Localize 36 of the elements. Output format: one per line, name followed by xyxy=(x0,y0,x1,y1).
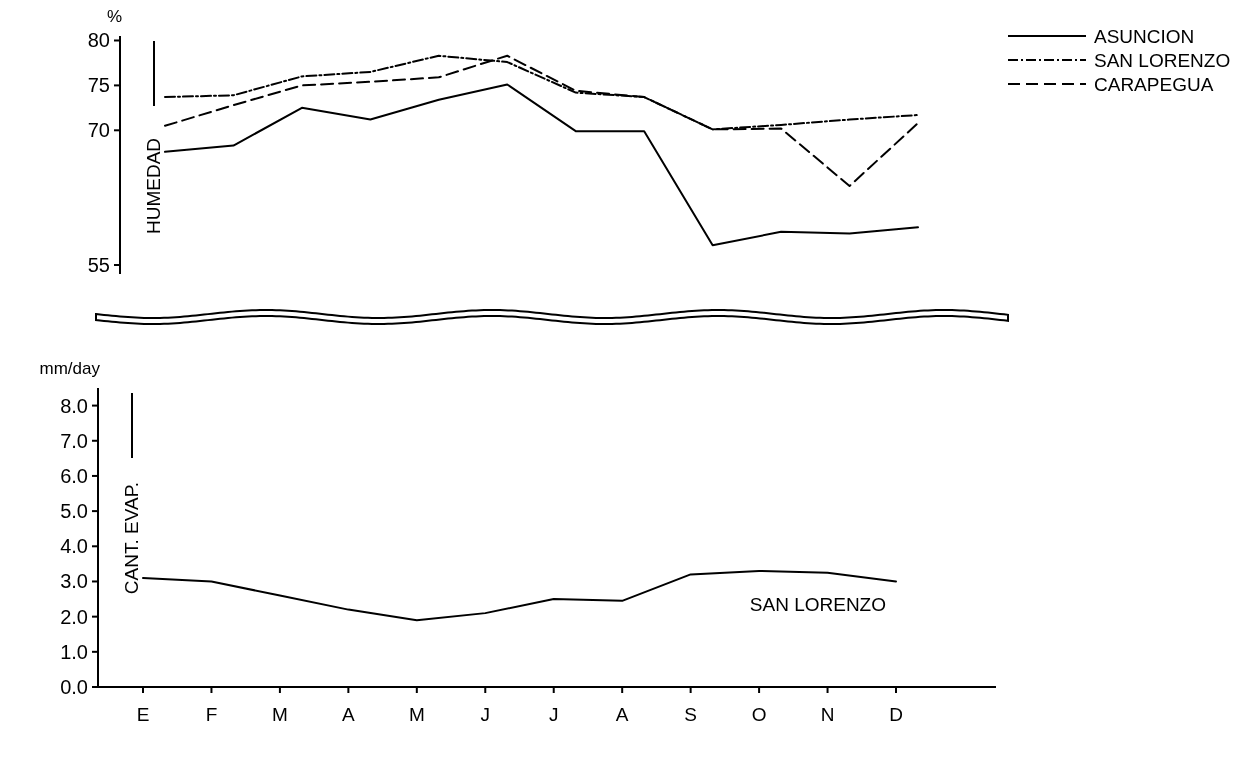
y-tick-label: 70 xyxy=(87,119,110,142)
x-tick-label: E xyxy=(136,704,150,725)
y-tick-label: 75 xyxy=(87,74,110,97)
x-tick-label: O xyxy=(751,704,767,725)
legend-label: SAN LORENZO xyxy=(1094,49,1231,71)
legend-label: ASUNCION xyxy=(1094,25,1195,47)
legend-label: CARAPEGUA xyxy=(1094,73,1214,95)
y-tick-label: 6.0 xyxy=(60,464,88,487)
x-tick-label: J xyxy=(548,704,559,725)
x-tick-label: M xyxy=(408,704,425,725)
y-tick-label: 4.0 xyxy=(60,535,88,558)
y-tick-label: 55 xyxy=(87,254,110,277)
line-series xyxy=(164,83,919,247)
y-tick-label: 1.0 xyxy=(60,640,88,663)
x-tick-label: S xyxy=(684,704,697,725)
series-label: SAN LORENZO xyxy=(749,594,886,616)
line-series xyxy=(164,54,919,187)
text: mm/day xyxy=(39,359,101,378)
x-tick-label: F xyxy=(205,704,218,725)
x-tick-label: A xyxy=(342,704,356,725)
y-tick-label: 5.0 xyxy=(60,500,88,523)
x-tick-label: J xyxy=(480,704,491,725)
y-tick-label: 2.0 xyxy=(60,605,88,628)
y-tick-label: 0.0 xyxy=(60,676,88,698)
text: % xyxy=(106,7,122,26)
x-tick-label: N xyxy=(820,704,835,725)
y-axis-title: CANT. EVAP. xyxy=(121,481,142,595)
x-tick-label: A xyxy=(615,704,629,725)
y-tick-label: 80 xyxy=(87,29,110,52)
x-tick-label: M xyxy=(272,704,288,725)
y-tick-label: 7.0 xyxy=(60,429,88,452)
y-tick-label: 3.0 xyxy=(60,570,88,593)
x-tick-label: D xyxy=(889,704,903,725)
line-series xyxy=(142,569,897,622)
y-tick-label: 8.0 xyxy=(60,394,88,417)
y-axis-title: HUMEDAD xyxy=(143,137,164,235)
